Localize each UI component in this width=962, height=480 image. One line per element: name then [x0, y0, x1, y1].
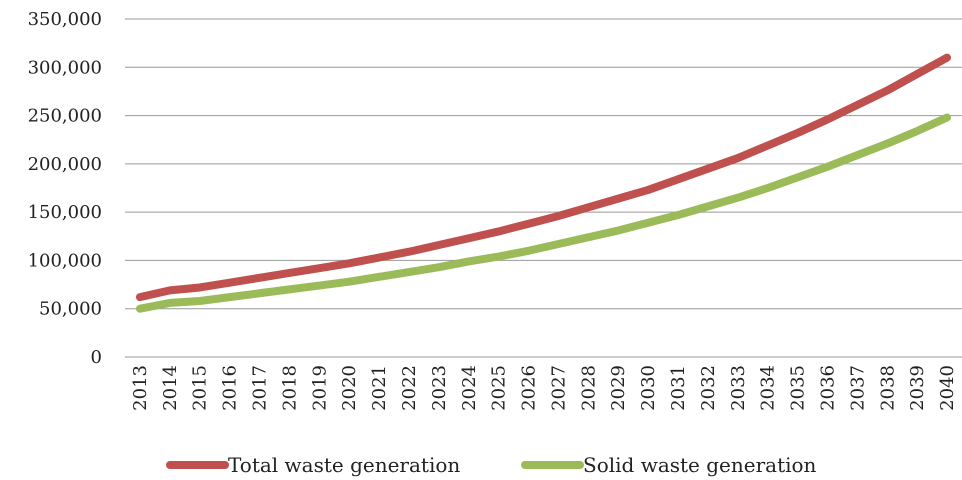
x-tick-label: 2013: [130, 365, 151, 411]
x-tick-label: 2033: [728, 365, 749, 411]
x-tick-label: 2040: [937, 365, 958, 411]
y-tick-label: 300,000: [28, 57, 102, 78]
x-tick-label: 2034: [758, 365, 779, 411]
x-tick-label: 2035: [788, 365, 809, 411]
y-tick-label: 100,000: [28, 250, 102, 271]
x-tick-label: 2038: [877, 365, 898, 411]
x-tick-label: 2036: [817, 365, 838, 411]
x-tick-label: 2020: [339, 365, 360, 411]
legend-label: Total waste generation: [228, 453, 460, 477]
y-tick-label: 200,000: [28, 154, 102, 175]
y-tick-label: 250,000: [28, 106, 102, 127]
x-tick-label: 2016: [220, 365, 241, 411]
legend-label: Solid waste generation: [583, 453, 817, 477]
y-tick-label: 150,000: [28, 202, 102, 223]
y-tick-label: 0: [91, 347, 102, 368]
x-tick-label: 2022: [399, 365, 420, 411]
x-tick-label: 2024: [459, 365, 480, 411]
x-tick-label: 2015: [190, 365, 211, 411]
x-tick-label: 2025: [489, 365, 510, 411]
x-tick-label: 2023: [429, 365, 450, 411]
x-tick-label: 2031: [668, 365, 689, 411]
x-tick-label: 2019: [309, 365, 330, 411]
y-tick-label: 350,000: [28, 9, 102, 30]
x-tick-label: 2027: [548, 365, 569, 411]
x-tick-label: 2028: [578, 365, 599, 411]
x-tick-label: 2039: [907, 365, 928, 411]
x-tick-label: 2014: [160, 365, 181, 411]
y-tick-label: 50,000: [39, 299, 102, 320]
x-tick-label: 2018: [279, 365, 300, 411]
series-line: [135, 53, 952, 302]
x-tick-label: 2032: [698, 365, 719, 411]
x-tick-label: 2021: [369, 365, 390, 411]
x-tick-label: 2037: [847, 365, 868, 411]
x-tick-label: 2029: [608, 365, 629, 411]
x-tick-label: 2017: [250, 365, 271, 411]
x-tick-label: 2030: [638, 365, 659, 411]
x-tick-label: 2026: [519, 365, 540, 411]
series-line: [135, 113, 952, 313]
